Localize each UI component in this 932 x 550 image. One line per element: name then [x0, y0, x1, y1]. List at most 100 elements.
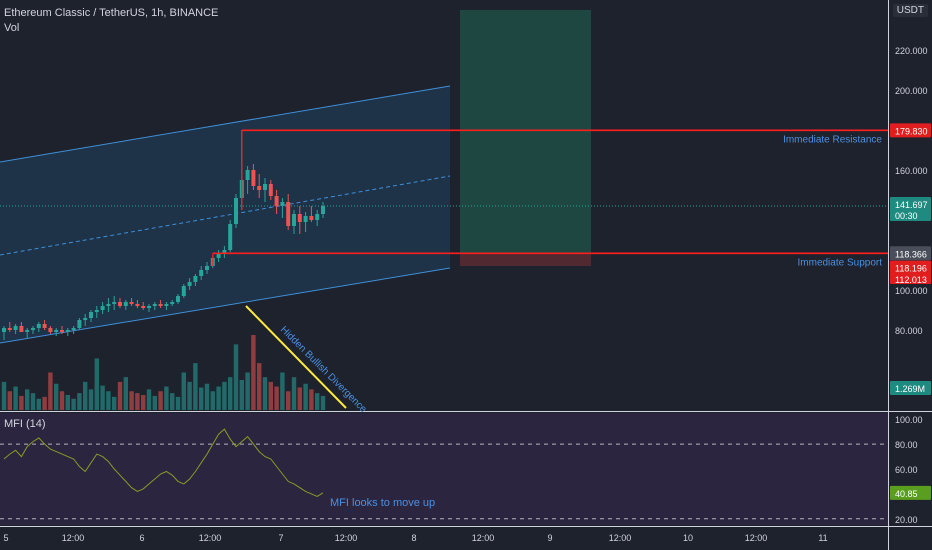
candle-body: [7, 328, 12, 330]
candle-body: [89, 312, 93, 318]
candle-body: [60, 330, 64, 332]
volume-bar: [13, 386, 18, 410]
volume-bar: [1, 381, 7, 410]
volume-bar: [152, 395, 157, 410]
candle-body: [164, 304, 169, 306]
candle-body: [19, 326, 24, 332]
candle-body: [315, 214, 320, 220]
volume-bar: [291, 377, 297, 410]
candle-body: [141, 306, 146, 308]
stop-price-label: 112.013: [895, 275, 927, 285]
price-tick-label: 80.000: [895, 326, 923, 336]
volume-bar: [297, 387, 302, 410]
candle-body: [268, 184, 273, 196]
candle-body: [251, 170, 256, 186]
time-tick-label: 10: [683, 533, 693, 543]
volume-bar: [42, 396, 47, 410]
mfi-tick-label: 20.00: [895, 515, 918, 525]
candle-body: [216, 254, 221, 258]
volume-bar: [106, 391, 111, 410]
candle-body: [135, 304, 140, 306]
candle-body: [193, 276, 198, 282]
support-price-label-box: [890, 246, 931, 261]
volume-bar: [239, 380, 244, 410]
candle-body: [199, 270, 204, 276]
mfi-label: MFI (14): [4, 418, 46, 430]
current-price-label: 00:30: [895, 211, 918, 221]
volume-bar: [245, 372, 250, 410]
candle-body: [321, 206, 325, 214]
volume-bar: [19, 395, 24, 410]
support-price-label: 118.366: [895, 249, 927, 259]
volume-bar: [164, 386, 169, 410]
mfi-line: [3, 428, 324, 497]
candle-body: [77, 320, 82, 328]
candle-body: [112, 302, 117, 304]
channel-lower-line: [0, 267, 451, 344]
volume-bar: [30, 393, 36, 410]
support-level-price-label-box: [890, 260, 931, 273]
mfi-tick-label: 100.00: [895, 415, 923, 425]
support-annotation: Immediate Support: [798, 257, 883, 268]
time-tick-label: 12:00: [199, 533, 222, 543]
volume-bar: [135, 393, 140, 410]
mfi-tick-label: 60.00: [895, 465, 918, 475]
volume-bar: [7, 391, 12, 410]
volume-bar: [251, 335, 256, 410]
candle-body: [176, 296, 180, 302]
volume-bar: [54, 383, 59, 410]
candle-body: [297, 214, 302, 222]
candle-body: [234, 198, 238, 224]
time-tick-label: 12:00: [335, 533, 358, 543]
candle-body: [36, 324, 41, 328]
volume-bar: [77, 393, 82, 410]
volume-bar: [210, 391, 215, 410]
volume-bar: [48, 372, 53, 410]
resistance-price-label: 179.830: [895, 126, 928, 136]
volume-bar: [112, 396, 117, 410]
candle-body: [129, 302, 134, 304]
volume-bar: [123, 377, 128, 410]
candle-body: [263, 184, 267, 190]
candle-body: [54, 330, 59, 332]
volume-bar: [228, 377, 233, 410]
time-tick-label: 9: [547, 533, 552, 543]
volume-bar: [280, 372, 285, 410]
mfi-annotation: MFI looks to move up: [330, 497, 435, 509]
channel-mid-line: [0, 175, 451, 256]
candle-body: [2, 328, 6, 332]
price-tick-label: 220.000: [895, 46, 928, 56]
candle-body: [228, 224, 233, 250]
candle-body: [205, 266, 209, 270]
candle-body: [257, 186, 262, 190]
candle-body: [181, 286, 186, 296]
volume-bar: [88, 389, 94, 410]
time-tick-label: 7: [278, 533, 283, 543]
resistance-price-label-box: [890, 123, 931, 138]
time-tick-label: 12:00: [609, 533, 632, 543]
time-tick-label: 12:00: [472, 533, 495, 543]
candle-body: [123, 302, 128, 306]
volume-bar: [303, 383, 308, 410]
stop-price-label-box: [890, 271, 931, 284]
time-tick-label: 12:00: [62, 533, 85, 543]
candle-body: [25, 330, 30, 332]
price-tick-label: 200.000: [895, 86, 928, 96]
volume-bar: [268, 381, 273, 410]
time-tick-label: 6: [139, 533, 144, 543]
candle-body: [280, 202, 285, 206]
volume-bar: [257, 363, 262, 410]
time-tick-label: 11: [818, 533, 827, 543]
candle-body: [170, 302, 175, 304]
mfi-value-label: 40.85: [895, 489, 918, 499]
time-tick-label: 5: [3, 533, 8, 543]
volume-value-label: 1.269M: [895, 384, 925, 394]
volume-bar: [100, 385, 105, 410]
stop-zone: [460, 253, 591, 266]
volume-bar: [175, 396, 181, 410]
currency-button[interactable]: USDT: [892, 4, 928, 17]
candle-body: [303, 216, 308, 222]
price-tick-label: 160.000: [895, 166, 928, 176]
mfi-value-box: [890, 485, 931, 500]
